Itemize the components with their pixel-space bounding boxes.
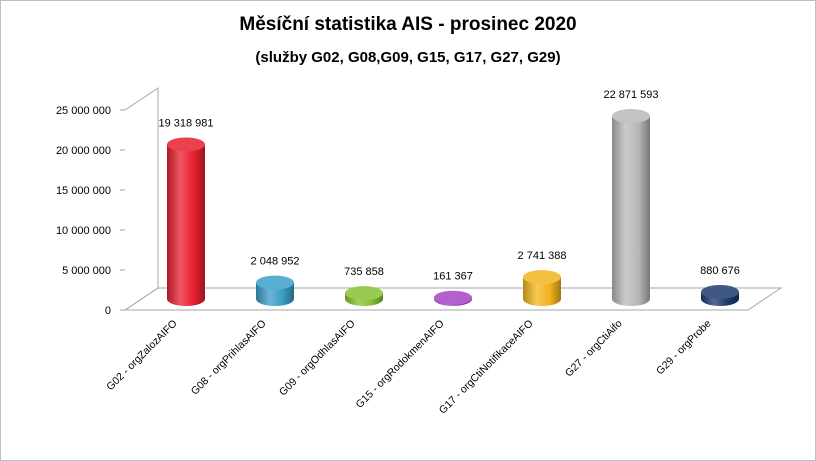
data-label: 880 676 [700,265,740,277]
bar [612,109,650,306]
bar-top [345,286,383,301]
y-tick-label: 15 000 000 [56,185,111,197]
bar [256,275,294,306]
category-label: G09 - orgOdhlasAIFO [277,318,358,399]
bar [523,270,561,306]
bar-body [167,144,205,306]
category-label: G08 - orgPrihlasAIFO [189,318,269,398]
bar-top [434,290,472,305]
y-tick-label: 0 [105,305,111,317]
data-label: 735 858 [344,266,384,278]
data-label: 2 741 388 [518,250,567,262]
bar [345,286,383,306]
y-tick-label: 5 000 000 [62,265,111,277]
y-tick-label: 10 000 000 [56,225,111,237]
bar-top [167,137,205,152]
data-label: 2 048 952 [251,256,300,268]
bar-body [612,116,650,306]
bar [434,290,472,306]
axes: 0 5 000 000 10 000 000 15 000 000 20 000 000… [56,87,783,317]
chart-title: Měsíční statistika AIS - prosinec 2020 [239,14,576,35]
y-tick-label: 20 000 000 [56,145,111,157]
category-label: G17 - orgCtiNotifikaceAIFO [437,318,536,417]
category-label: G29 - orgProbe [654,318,714,378]
bar-top [256,275,294,290]
category-label: G27 - orgCtiAifo [563,318,625,380]
floor [123,287,783,311]
back-wall [124,87,159,311]
category-label: G02 - orgZalozAIFO [104,318,179,393]
bar-top [701,284,739,299]
chart-subtitle: (služby G02, G08,G09, G15, G17, G27, G29… [255,49,560,66]
category-label: G15 - orgRodokmenAIFO [354,318,447,411]
bar [167,137,205,306]
y-tick-label: 25 000 000 [56,105,111,117]
bar-top [612,109,650,124]
data-label: 22 871 593 [603,89,658,101]
bar [701,284,739,306]
bar-body [523,277,561,306]
data-label: 19 318 981 [158,117,213,129]
bars [167,109,739,306]
bar-top [523,270,561,285]
data-label: 161 367 [433,271,473,283]
